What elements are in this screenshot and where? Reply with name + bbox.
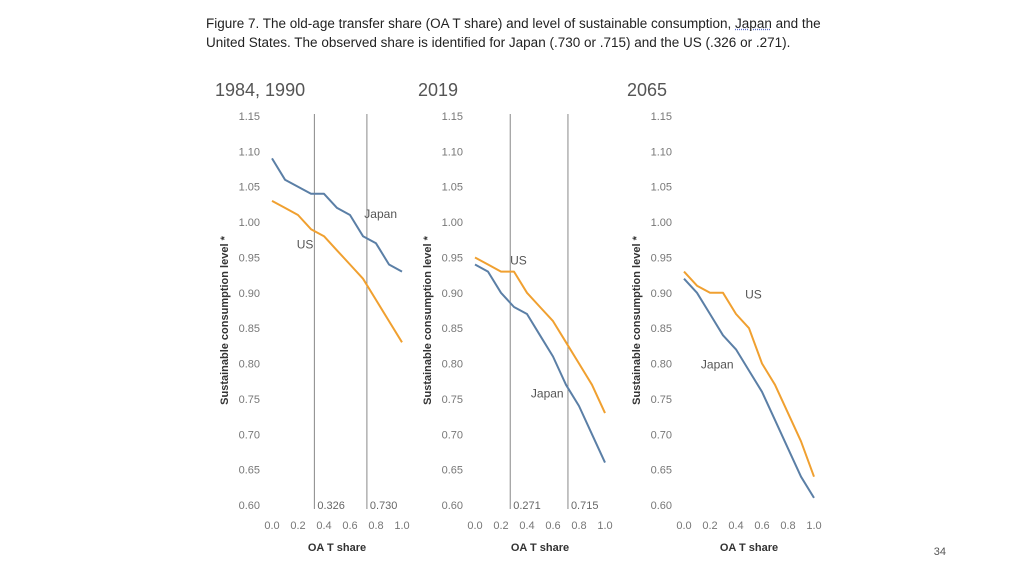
reference-line-label: 0.715 [571,500,599,512]
x-tick-label: 0.0 [264,520,279,532]
x-tick-label: 0.0 [676,520,691,532]
y-tick-label: 1.15 [239,111,260,123]
caption-line-2: United States. The observed share is ide… [206,35,791,50]
x-tick-label: 0.4 [519,520,534,532]
y-tick-label: 1.10 [651,146,672,158]
y-tick-label: 0.60 [239,500,260,512]
x-tick-label: 0.0 [467,520,482,532]
page-number: 34 [933,546,946,558]
x-tick-label: 1.0 [806,520,821,532]
y-axis-title-text: Sustainable consumption level [422,240,434,404]
y-tick-label: 0.85 [651,323,672,335]
panel-title: 2019 [418,80,458,100]
caption-line-1: Figure 7. The old-age transfer share (OA… [206,14,906,33]
reference-line-label: 0.326 [317,500,345,512]
series-line-us [683,270,815,478]
series-line-us [474,256,606,414]
y-tick-label: 0.60 [442,500,463,512]
x-tick-label: 0.8 [780,520,795,532]
y-axis-title-text: Sustainable consumption level [219,240,231,404]
y-tick-label: 0.70 [651,429,672,441]
x-tick-label: 0.4 [316,520,331,532]
y-tick-label: 1.05 [442,182,463,194]
y-tick-label: 0.95 [442,252,463,264]
chart-panel-2065: 20650.600.650.700.750.800.850.900.951.00… [627,80,822,554]
y-axis-title: Sustainable consumption level * [219,235,231,404]
chart-panel-1984-1990: 1984, 1990 0.60 0.65 0.70 0.75 0.80 0.85 0.90 0.… [215,80,410,554]
x-tick-label: 0.8 [368,520,383,532]
y-tick-label: 0.75 [442,394,463,406]
y-tick-label: 0.80 [651,359,672,371]
x-tick-label: 1.0 [394,520,409,532]
y-tick-label: 0.90 [442,288,463,300]
x-tick-label: 1.0 [597,520,612,532]
y-tick-label: 0.80 [239,359,260,371]
x-tick-label: 0.2 [493,520,508,532]
y-tick-label: 1.00 [239,217,260,229]
series-line-japan [474,263,606,464]
y-axis-title-text: Sustainable consumption level [631,240,643,404]
y-tick-label: 0.85 [442,323,463,335]
x-tick-label: 0.6 [754,520,769,532]
caption-line-1-end: and the [771,16,821,31]
y-tick-label: 1.15 [651,111,672,123]
x-tick-label: 0.6 [342,520,357,532]
y-tick-label: 1.15 [442,111,463,123]
x-tick-label: 0.4 [728,520,743,532]
annotation-japan: Japan [364,207,397,221]
annotation-japan: Japan [701,357,734,371]
annotation-us: US [510,254,527,268]
y-tick-label: 1.00 [442,217,463,229]
x-tick-label: 0.2 [702,520,717,532]
y-tick-label: 0.95 [651,252,672,264]
reference-line-label: 0.730 [370,500,398,512]
y-tick-label: 0.85 [239,323,260,335]
y-tick-label: 0.70 [442,429,463,441]
annotation-us: US [745,287,762,301]
y-tick-label: 0.80 [442,359,463,371]
annotation-us: US [297,237,314,251]
annotation-japan: Japan [531,386,564,400]
reference-line-label: 0.271 [513,500,541,512]
y-axis-title: Sustainable consumption level * [422,235,434,404]
y-tick-label: 1.05 [651,182,672,194]
y-tick-label: 0.90 [239,288,260,300]
series-line-us [271,200,403,343]
series-line-japan [683,278,815,499]
y-tick-label: 1.05 [239,182,260,194]
y-tick-label: 0.75 [651,394,672,406]
panel-title: 2065 [627,80,667,100]
y-tick-label: 0.95 [239,252,260,264]
y-tick-label: 1.10 [239,146,260,158]
y-tick-label: 0.75 [239,394,260,406]
y-tick-label: 0.65 [239,465,260,477]
y-tick-label: 0.65 [442,465,463,477]
y-tick-label: 1.10 [442,146,463,158]
x-axis-title: OA T share [308,542,366,554]
x-tick-label: 0.8 [571,520,586,532]
y-axis-title-mark: * [422,235,434,240]
caption-line-1-text: Figure 7. The old-age transfer share (OA… [206,16,736,31]
y-tick-label: 0.65 [651,465,672,477]
y-axis-title: Sustainable consumption level * [631,235,643,404]
y-tick-label: 0.90 [651,288,672,300]
y-tick-label: 1.00 [651,217,672,229]
x-axis-title: OA T share [511,542,569,554]
y-tick-label: 0.70 [239,429,260,441]
figure-caption: Figure 7. The old-age transfer share (OA… [206,14,906,52]
series-line-japan [271,157,403,273]
y-tick-label: 0.60 [651,500,672,512]
y-axis-title-mark: * [219,235,231,240]
x-tick-label: 0.2 [290,520,305,532]
chart-panel-2019: 20190.600.650.700.750.800.850.900.951.00… [418,80,613,554]
x-axis-title: OA T share [720,542,778,554]
caption-japan-word: Japan [735,16,772,31]
x-tick-label: 0.6 [545,520,560,532]
panel-title: 1984, 1990 [215,80,305,100]
y-axis-title-mark: * [631,235,643,240]
